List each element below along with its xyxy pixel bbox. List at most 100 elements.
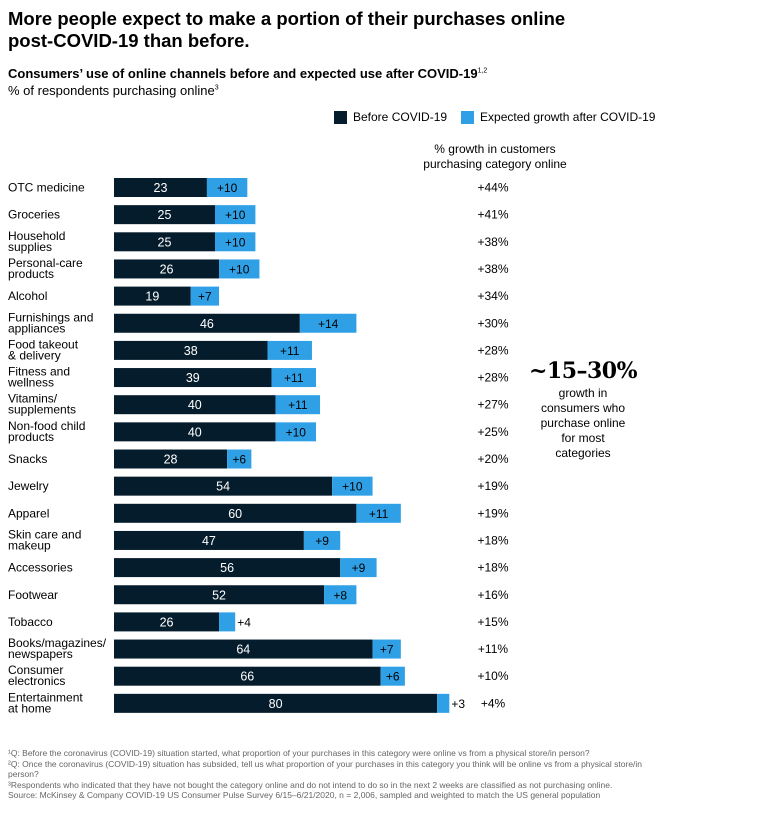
bar-before-label: 25	[158, 235, 172, 249]
growth-pct-label: +34%	[477, 289, 508, 303]
legend-item-before: Before COVID-19	[334, 110, 447, 124]
category-label: Vitamins/supplements	[8, 392, 76, 417]
growth-pct-label: +11%	[478, 642, 508, 656]
growth-pct-label: +20%	[477, 452, 508, 466]
bar-before-label: 19	[145, 290, 159, 304]
growth-pct-label: +28%	[477, 371, 508, 385]
bar-before	[114, 286, 191, 306]
bar-before	[114, 503, 357, 523]
category-label: Groceries	[8, 208, 60, 222]
callout-range: ~15–30%	[528, 358, 638, 384]
bar-before	[114, 368, 272, 388]
growth-pct-label: +41%	[477, 208, 508, 222]
growth-pct-label: +28%	[477, 343, 508, 357]
bar-before-label: 40	[188, 425, 202, 439]
category-label-line: supplements	[8, 403, 76, 417]
growth-pct-label: +38%	[477, 235, 508, 249]
bar-before	[114, 558, 341, 578]
category-label-line: Non-food child	[8, 419, 85, 433]
bar-after-label: +3	[451, 697, 465, 711]
category-label-line: makeup	[8, 538, 51, 552]
growth-pct-label: +27%	[477, 398, 508, 412]
bar-after	[299, 313, 357, 333]
bar-after	[372, 639, 401, 659]
category-label: Furnishings and appliances	[8, 310, 93, 335]
bar-before-label: 52	[212, 588, 226, 602]
category-label: Alcohol	[8, 289, 47, 303]
bar-before	[114, 693, 438, 713]
category-label: Apparel	[8, 506, 49, 520]
bar-after-label: +11	[284, 371, 304, 385]
bar-before-label: 56	[220, 561, 234, 575]
category-label: Footwear	[8, 588, 58, 602]
footnote-3: ³Respondents who indicated that they hav…	[8, 779, 613, 790]
category-label-line: Furnishings and	[8, 310, 93, 324]
bar-before-label: 28	[164, 453, 178, 467]
bar-after-label: +7	[198, 290, 212, 304]
category-label-line: Vitamins/	[8, 392, 58, 406]
bar-before-label: 38	[184, 344, 198, 358]
callout-line: consumers who	[540, 401, 626, 415]
bar-after	[340, 558, 377, 578]
bar-after	[219, 612, 236, 632]
bar-before-label: 25	[158, 208, 172, 222]
category-label-line: supplies	[8, 240, 52, 254]
growth-pct-label: +16%	[477, 588, 508, 602]
growth-pct-label: +25%	[477, 425, 508, 439]
bar-after-label: +14	[318, 317, 339, 331]
bar-after-label: +11	[369, 507, 389, 521]
callout-line: for most	[561, 431, 605, 445]
bar-after-label: +10	[225, 208, 246, 222]
bar-after	[219, 259, 260, 279]
growth-pct-label: +4%	[481, 696, 506, 710]
category-label: OTC medicine	[8, 181, 85, 195]
bar-after	[332, 476, 373, 496]
bar-after	[324, 585, 357, 605]
bar-before-label: 26	[160, 262, 174, 276]
legend-swatch-after	[461, 110, 475, 124]
footnote-2: ²Q: Once the coronavirus (COVID-19) situ…	[8, 758, 643, 780]
category-label-line: wellness	[7, 376, 54, 390]
category-label: Skin care and makeup	[8, 527, 81, 552]
legend: Before COVID-19 Expected growth after CO…	[334, 110, 669, 124]
footnote-1: ¹Q: Before the coronavirus (COVID-19) si…	[8, 748, 590, 758]
category-label: Accessories	[8, 561, 73, 575]
bar-before	[114, 530, 304, 550]
bar-before	[114, 178, 207, 197]
bar-before	[114, 666, 381, 686]
category-label: Snacks	[8, 452, 47, 466]
growth-pct-label: +19%	[477, 479, 508, 493]
bar-before	[114, 205, 215, 225]
units-footnote-ref: 3	[214, 84, 219, 92]
bar-before	[114, 232, 215, 252]
bar-before	[114, 449, 228, 469]
growth-pct-label: +15%	[477, 615, 508, 629]
bar-before	[114, 585, 325, 605]
bar-after-label: +6	[232, 453, 246, 467]
bar-after-label: +11	[288, 398, 308, 412]
bar-after-label: +4	[237, 615, 251, 629]
category-label-line: Entertainment	[8, 690, 83, 704]
bar-after-label: +11	[280, 344, 300, 358]
bar-after-label: +10	[225, 235, 246, 249]
growth-callout: ~15–30% growth in consumers who purchase…	[528, 358, 638, 461]
bar-after-label: +9	[315, 534, 329, 548]
category-label-line: Skin care and	[8, 527, 81, 541]
bar-before-label: 64	[236, 643, 250, 657]
category-label: Fitness and wellness	[7, 365, 70, 390]
bar-after	[271, 368, 316, 388]
category-label-line: products	[8, 267, 54, 281]
bar-after	[215, 205, 256, 225]
bar-before	[114, 476, 333, 496]
bar-before-label: 60	[228, 507, 242, 521]
bar-after-label: +10	[217, 181, 238, 195]
footnote-source: Source: McKinsey & Company COVID-19 US C…	[8, 790, 601, 800]
category-label-line: Food takeout	[8, 337, 79, 351]
bar-after	[356, 503, 401, 523]
subtitle-footnote-ref: 1,2	[477, 67, 488, 75]
growth-header-line-2: purchasing category online	[423, 157, 567, 171]
bar-before	[114, 259, 220, 279]
bar-after	[227, 449, 252, 469]
bar-before	[114, 313, 300, 333]
bar-after-label: +10	[229, 262, 250, 276]
